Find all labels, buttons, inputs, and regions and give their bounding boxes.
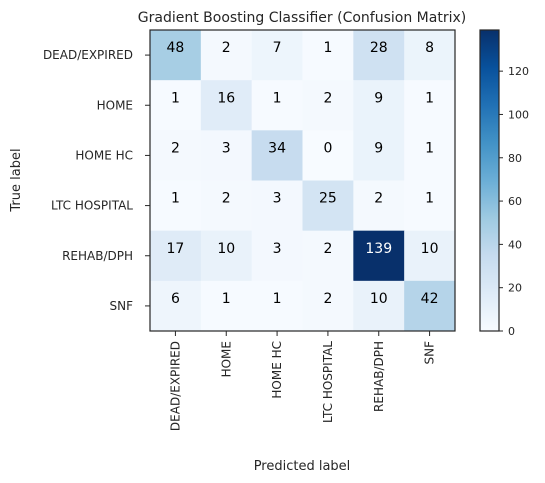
cell-value-label: 6: [171, 291, 180, 307]
cell-value-label: 139: [365, 241, 392, 257]
cell-value-label: 10: [217, 241, 235, 257]
cell-value-label: 2: [222, 191, 231, 207]
heatmap-cells: 48 2 7 1 28 81 16 1 2 9 12 3 34 0 9 11 2 3 25 2 117 10 3 2 139 10…: [150, 30, 456, 332]
cell-value-label: 34: [268, 140, 286, 156]
cell-value-label: 3: [273, 191, 282, 207]
colorbar-ticks: 0 20 40 60 80 100 120: [499, 65, 529, 338]
y-tick-label: HOME HC: [75, 148, 133, 162]
cell-value-label: 3: [222, 140, 231, 156]
cell-value-label: 2: [323, 90, 332, 106]
x-axis-ticks: DEAD/EXPIRED HOME HOME HC LTC HOSPITAL REHAB…: [168, 331, 436, 431]
x-tick-label: DEAD/EXPIRED: [168, 341, 182, 431]
y-axis-ticks: DEAD/EXPIRED HOME HOME HC LTC HOSPITAL REHAB…: [43, 48, 150, 313]
cell-value-label: 1: [171, 191, 180, 207]
y-tick-label: HOME: [97, 98, 133, 112]
cell-value-label: 25: [319, 191, 337, 207]
y-tick-label: DEAD/EXPIRED: [43, 48, 133, 62]
colorbar-tick-label: 100: [508, 108, 529, 121]
cell-value-label: 1: [323, 40, 332, 56]
cell-value-label: 48: [167, 40, 185, 56]
colorbar-tick-label: 40: [508, 238, 522, 251]
cell-value-label: 9: [374, 140, 383, 156]
cell-value-label: 10: [421, 241, 439, 257]
cell-value-label: 9: [374, 90, 383, 106]
y-tick-label: REHAB/DPH: [62, 249, 133, 263]
colorbar: [480, 30, 499, 331]
x-axis-label: Predicted label: [254, 459, 351, 474]
cell-value-label: 1: [171, 90, 180, 106]
colorbar-tick-label: 80: [508, 152, 522, 165]
cell-value-label: 3: [273, 241, 282, 257]
cell-value-label: 1: [273, 90, 282, 106]
colorbar-tick-label: 0: [508, 325, 515, 338]
cell-value-label: 1: [425, 90, 434, 106]
cell-value-label: 42: [421, 291, 439, 307]
y-tick-label: LTC HOSPITAL: [51, 199, 133, 213]
cell-value-label: 16: [217, 90, 235, 106]
cell-value-label: 8: [425, 40, 434, 56]
colorbar-tick-label: 20: [508, 282, 522, 295]
cell-value-label: 1: [273, 291, 282, 307]
colorbar-tick-label: 60: [508, 195, 522, 208]
cell-value-label: 2: [171, 140, 180, 156]
cell-value-label: 17: [167, 241, 185, 257]
cell-value-label: 7: [273, 40, 282, 56]
cell-value-label: 28: [370, 40, 388, 56]
x-tick-label: LTC HOSPITAL: [321, 341, 335, 423]
x-tick-label: REHAB/DPH: [372, 341, 386, 412]
cell-value-label: 2: [323, 291, 332, 307]
y-tick-label: SNF: [110, 299, 134, 313]
x-tick-label: SNF: [423, 341, 437, 365]
x-tick-label: HOME: [219, 341, 233, 377]
y-axis-label: True label: [9, 148, 24, 212]
chart-title: Gradient Boosting Classifier (Confusion …: [138, 10, 466, 26]
cell-value-label: 2: [374, 191, 383, 207]
cell-value-label: 10: [370, 291, 388, 307]
cell-value-label: 1: [222, 291, 231, 307]
cell-value-label: 1: [425, 140, 434, 156]
cell-value-label: 0: [323, 140, 332, 156]
cell-value-label: 2: [323, 241, 332, 257]
x-tick-label: HOME HC: [270, 341, 284, 399]
cell-value-label: 2: [222, 40, 231, 56]
cell-value-label: 1: [425, 191, 434, 207]
colorbar-tick-label: 120: [508, 65, 529, 78]
